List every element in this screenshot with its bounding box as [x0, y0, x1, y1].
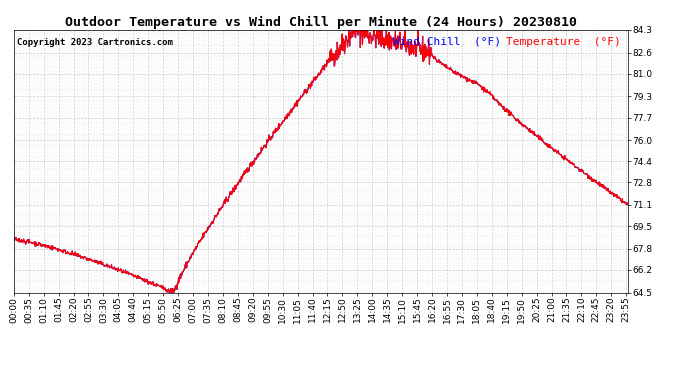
Wind Chill  (°F): [146, 280, 155, 285]
Wind Chill  (°F): [417, 49, 426, 53]
Temperature  (°F): [551, 148, 560, 152]
Temperature  (°F): [624, 203, 632, 207]
Line: Temperature  (°F): Temperature (°F): [14, 22, 628, 295]
Wind Chill  (°F): [373, 20, 381, 24]
Wind Chill  (°F): [10, 237, 18, 241]
Wind Chill  (°F): [624, 203, 632, 207]
Legend: Wind Chill  (°F), Temperature  (°F): Wind Chill (°F), Temperature (°F): [390, 36, 622, 48]
Temperature  (°F): [131, 273, 139, 278]
Wind Chill  (°F): [215, 209, 224, 213]
Wind Chill  (°F): [169, 292, 177, 297]
Line: Wind Chill  (°F): Wind Chill (°F): [14, 22, 628, 295]
Text: Copyright 2023 Cartronics.com: Copyright 2023 Cartronics.com: [17, 38, 172, 47]
Temperature  (°F): [10, 237, 18, 241]
Temperature  (°F): [169, 292, 177, 297]
Wind Chill  (°F): [131, 273, 139, 278]
Temperature  (°F): [497, 104, 506, 108]
Temperature  (°F): [215, 209, 224, 213]
Temperature  (°F): [417, 49, 426, 53]
Wind Chill  (°F): [551, 148, 560, 152]
Title: Outdoor Temperature vs Wind Chill per Minute (24 Hours) 20230810: Outdoor Temperature vs Wind Chill per Mi…: [65, 16, 577, 29]
Wind Chill  (°F): [497, 104, 506, 108]
Temperature  (°F): [146, 280, 155, 285]
Temperature  (°F): [373, 20, 381, 24]
